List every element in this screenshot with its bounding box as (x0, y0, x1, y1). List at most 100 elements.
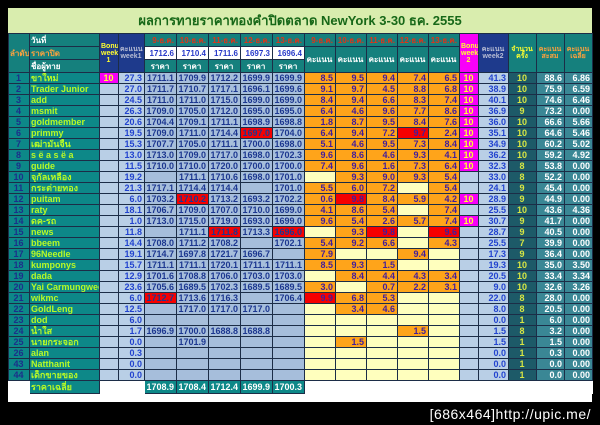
predicted-price-cell[interactable] (272, 314, 305, 326)
rank-cell[interactable]: 23 (8, 314, 30, 326)
rank-cell[interactable]: 17 (8, 248, 30, 260)
daily-score-cell[interactable]: 4.2 (428, 193, 460, 205)
predicted-price-cell[interactable]: 1705.0 (176, 138, 209, 150)
predicted-price-cell[interactable] (240, 314, 273, 326)
bonus-week1-cell[interactable] (99, 259, 119, 271)
predicted-price-cell[interactable]: 1717.0 (208, 303, 241, 315)
total-score-cell[interactable]: 88.6 (536, 72, 565, 84)
count-cell[interactable]: 8 (508, 160, 537, 172)
count-cell[interactable]: 10 (508, 83, 537, 95)
total-score-cell[interactable]: 1.5 (536, 336, 565, 348)
predicted-price-cell[interactable]: 1712.7 (144, 292, 177, 304)
predicted-price-cell[interactable] (144, 226, 177, 238)
daily-score-cell[interactable]: 7.4 (428, 94, 460, 106)
bonus-week2-cell[interactable]: 10 (459, 160, 479, 172)
avg-score-cell[interactable]: 5.02 (564, 138, 593, 150)
bonus-week2-cell[interactable] (459, 171, 479, 183)
daily-score-cell[interactable] (304, 226, 336, 238)
daily-score-cell[interactable]: 7.6 (428, 116, 460, 128)
daily-score-cell[interactable]: 5.4 (428, 171, 460, 183)
predicted-price-cell[interactable]: 1711.1 (144, 72, 177, 84)
predicted-price-cell[interactable] (144, 336, 177, 348)
bonus-week2-cell[interactable] (459, 259, 479, 271)
daily-score-cell[interactable]: 9.3 (335, 226, 367, 238)
predictor-name-cell[interactable]: เฒ่ามั่นจื้น (29, 138, 100, 150)
week1-score-cell[interactable]: 6.0 (118, 193, 145, 205)
daily-score-cell[interactable] (304, 270, 336, 282)
predicted-price-cell[interactable]: 1696.0 (272, 226, 305, 238)
count-cell[interactable]: 9 (508, 226, 537, 238)
bonus-week1-cell[interactable] (99, 248, 119, 260)
daily-score-cell[interactable]: 7.3 (397, 138, 429, 150)
week1-score-cell[interactable]: 12.9 (118, 270, 145, 282)
rank-cell[interactable]: 4 (8, 105, 30, 117)
predicted-price-cell[interactable]: 1689.5 (240, 281, 273, 293)
week1-score-cell[interactable]: 0.0 (118, 358, 145, 370)
daily-score-cell[interactable]: 7.2 (366, 127, 398, 139)
daily-score-cell[interactable]: 2.6 (366, 215, 398, 227)
week2-score-cell[interactable]: 20.5 (478, 270, 509, 282)
week1-score-cell[interactable]: 19.1 (118, 248, 145, 260)
bonus-week1-cell[interactable] (99, 149, 119, 161)
predicted-price-cell[interactable]: 1698.8 (272, 116, 305, 128)
predicted-price-cell[interactable]: 1696.1 (240, 83, 273, 95)
week2-score-cell[interactable]: 36.0 (478, 116, 509, 128)
daily-score-cell[interactable] (304, 369, 336, 381)
daily-score-cell[interactable]: 6.4 (428, 160, 460, 172)
rank-cell[interactable]: 19 (8, 270, 30, 282)
daily-score-cell[interactable]: 3.4 (428, 270, 460, 282)
bonus-week1-cell[interactable] (99, 160, 119, 172)
daily-score-cell[interactable] (397, 182, 429, 194)
predicted-price-cell[interactable]: 1688.8 (240, 325, 273, 337)
predictor-name-cell[interactable]: Trader Junior (29, 83, 100, 95)
predictor-name-cell[interactable]: GoldLeng (29, 303, 100, 315)
predicted-price-cell[interactable]: 1706.0 (208, 270, 241, 282)
predictor-name-cell[interactable]: kumponys (29, 259, 100, 271)
predicted-price-cell[interactable]: 1707.0 (208, 204, 241, 216)
predictor-name-cell[interactable]: msmit (29, 105, 100, 117)
predictor-name-cell[interactable]: goldmember (29, 116, 100, 128)
rank-cell[interactable]: 10 (8, 171, 30, 183)
week1-score-cell[interactable]: 15.3 (118, 138, 145, 150)
week2-score-cell[interactable]: 24.1 (478, 182, 509, 194)
daily-score-cell[interactable] (304, 314, 336, 326)
total-score-cell[interactable]: 32.6 (536, 281, 565, 293)
week2-score-cell[interactable]: 28.7 (478, 226, 509, 238)
predicted-price-cell[interactable]: 1710.0 (240, 204, 273, 216)
avg-score-cell[interactable]: 3.50 (564, 259, 593, 271)
bonus-week2-cell[interactable] (459, 358, 479, 370)
predicted-price-cell[interactable]: 1701.0 (272, 182, 305, 194)
predicted-price-cell[interactable]: 1710.0 (144, 160, 177, 172)
daily-score-cell[interactable]: 4.4 (366, 270, 398, 282)
predicted-price-cell[interactable] (272, 347, 305, 359)
rank-cell[interactable]: 26 (8, 347, 30, 359)
week2-score-cell[interactable]: 41.3 (478, 72, 509, 84)
avg-score-cell[interactable]: 4.36 (564, 204, 593, 216)
count-cell[interactable]: 10 (508, 94, 537, 106)
daily-score-cell[interactable] (397, 259, 429, 271)
avg-score-cell[interactable]: 0.00 (564, 303, 593, 315)
predicted-price-cell[interactable]: 1715.0 (208, 94, 241, 106)
week1-score-cell[interactable]: 6.0 (118, 292, 145, 304)
bonus-week2-cell[interactable] (459, 270, 479, 282)
predicted-price-cell[interactable]: 1709.0 (144, 127, 177, 139)
daily-score-cell[interactable]: 5.4 (304, 237, 336, 249)
avg-score-cell[interactable]: 0.00 (564, 226, 593, 238)
week1-score-cell[interactable]: 21.3 (118, 182, 145, 194)
predictor-name-cell[interactable]: ดค-รถ (29, 215, 100, 227)
daily-score-cell[interactable]: 5.4 (428, 182, 460, 194)
predicted-price-cell[interactable]: 1710.7 (176, 83, 209, 95)
daily-score-cell[interactable]: 8.5 (304, 72, 336, 84)
daily-score-cell[interactable] (397, 303, 429, 315)
daily-score-cell[interactable] (304, 171, 336, 183)
predicted-price-cell[interactable]: 1689.5 (272, 281, 305, 293)
bonus-week2-cell[interactable] (459, 325, 479, 337)
predicted-price-cell[interactable]: 1712.0 (208, 105, 241, 117)
total-score-cell[interactable]: 0.0 (536, 358, 565, 370)
bonus-week2-cell[interactable]: 10 (459, 94, 479, 106)
predicted-price-cell[interactable] (208, 347, 241, 359)
week1-score-cell[interactable]: 26.3 (118, 105, 145, 117)
week2-score-cell[interactable]: 8.0 (478, 303, 509, 315)
avg-score-cell[interactable]: 0.00 (564, 237, 593, 249)
predicted-price-cell[interactable] (272, 336, 305, 348)
